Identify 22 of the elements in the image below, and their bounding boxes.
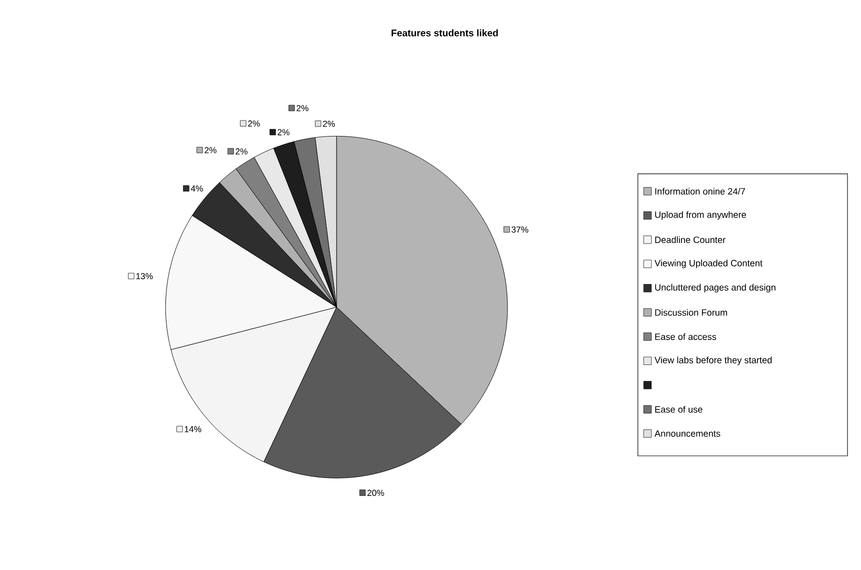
data-label: 37%	[512, 226, 528, 233]
legend-label: Upload from anywhere	[655, 211, 746, 220]
data-label: 2%	[323, 120, 335, 127]
legend-label: View labs before they started	[654, 356, 772, 366]
legend-label: Announcements	[654, 430, 720, 437]
data-label: 2%	[296, 105, 308, 112]
legend-label: Discussion Forum	[655, 309, 728, 316]
data-label: 14%	[184, 426, 202, 432]
legend-label: Ease of access	[655, 333, 716, 340]
legend-label: Ease of use	[655, 406, 702, 413]
data-label: 2%	[204, 147, 216, 154]
data-label: 2%	[248, 120, 260, 127]
chart-title: Features students liked	[392, 29, 498, 36]
data-label: 4%	[190, 186, 203, 192]
legend-label: Deadline Counter	[655, 236, 726, 244]
legend-label: Uncluttered pages and design	[655, 284, 776, 292]
legend-label: Information onine 24/7	[655, 188, 745, 195]
data-label: 20%	[367, 490, 384, 496]
legend-label: Viewing Uploaded Content	[654, 260, 762, 268]
data-label: 2%	[278, 129, 290, 136]
data-label: 2%	[236, 148, 248, 154]
data-label: 13%	[136, 273, 153, 280]
